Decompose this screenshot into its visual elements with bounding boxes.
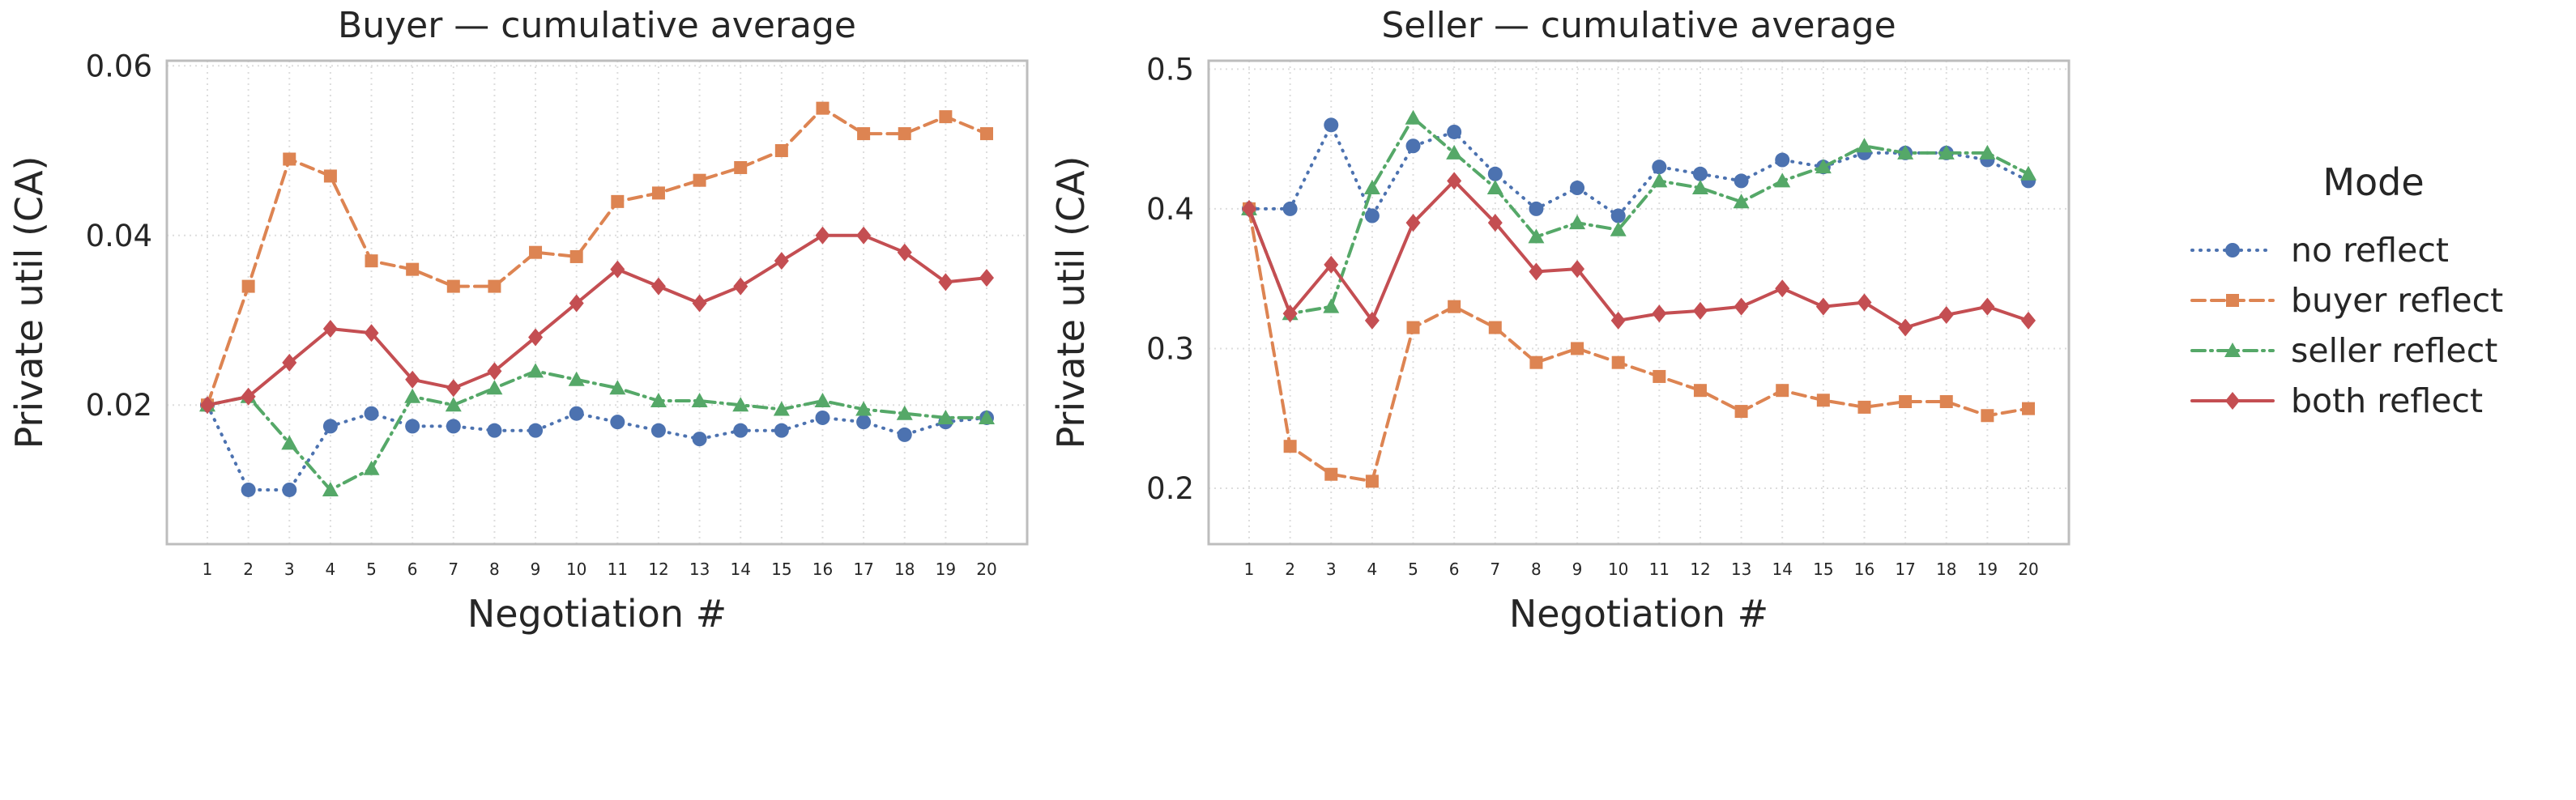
svg-text:13: 13 <box>1731 560 1751 579</box>
svg-text:3: 3 <box>1326 560 1337 579</box>
no-reflect-line-sample-icon <box>2190 243 2275 257</box>
svg-text:12: 12 <box>648 560 668 579</box>
svg-text:13: 13 <box>689 560 710 579</box>
svg-text:0.5: 0.5 <box>1146 52 1194 87</box>
svg-text:6: 6 <box>407 560 418 579</box>
svg-text:0.2: 0.2 <box>1146 471 1194 506</box>
svg-text:15: 15 <box>771 560 791 579</box>
svg-text:3: 3 <box>284 560 295 579</box>
svg-text:15: 15 <box>1813 560 1833 579</box>
svg-text:0.3: 0.3 <box>1146 331 1194 366</box>
legend-label-seller-reflect: seller reflect <box>2291 331 2498 370</box>
svg-text:9: 9 <box>531 560 541 579</box>
svg-text:0.04: 0.04 <box>86 219 152 253</box>
svg-text:0.02: 0.02 <box>86 388 152 423</box>
svg-text:7: 7 <box>1490 560 1500 579</box>
svg-text:11: 11 <box>1649 560 1670 579</box>
svg-text:7: 7 <box>448 560 458 579</box>
svg-text:11: 11 <box>608 560 628 579</box>
svg-text:18: 18 <box>1936 560 1956 579</box>
svg-text:10: 10 <box>1608 560 1628 579</box>
svg-text:5: 5 <box>366 560 377 579</box>
svg-text:19: 19 <box>936 560 956 579</box>
svg-text:Negotiation #: Negotiation # <box>1509 592 1768 636</box>
svg-text:14: 14 <box>1772 560 1792 579</box>
svg-text:20: 20 <box>2018 560 2038 579</box>
svg-text:4: 4 <box>1367 560 1378 579</box>
legend-label-buyer-reflect: buyer reflect <box>2291 281 2504 320</box>
svg-text:16: 16 <box>812 560 833 579</box>
svg-text:2: 2 <box>243 560 254 579</box>
svg-text:12: 12 <box>1690 560 1710 579</box>
svg-text:17: 17 <box>853 560 873 579</box>
svg-text:Seller — cumulative average: Seller — cumulative average <box>1381 5 1896 46</box>
legend-label-no-reflect: no reflect <box>2291 231 2449 270</box>
svg-text:16: 16 <box>1854 560 1874 579</box>
svg-text:4: 4 <box>326 560 336 579</box>
svg-text:Negotiation #: Negotiation # <box>467 592 727 636</box>
svg-text:Buyer — cumulative average: Buyer — cumulative average <box>338 5 856 46</box>
legend: Mode no reflect buyer reflect seller ref… <box>2187 160 2560 426</box>
svg-text:5: 5 <box>1408 560 1418 579</box>
legend-item-buyer-reflect: buyer reflect <box>2187 275 2560 326</box>
svg-text:1: 1 <box>1244 560 1255 579</box>
seller-reflect-line-sample-icon <box>2190 343 2275 357</box>
svg-text:14: 14 <box>730 560 750 579</box>
svg-text:9: 9 <box>1572 560 1583 579</box>
svg-text:18: 18 <box>894 560 915 579</box>
legend-title: Mode <box>2322 160 2425 204</box>
svg-text:17: 17 <box>1895 560 1915 579</box>
svg-text:10: 10 <box>566 560 586 579</box>
svg-text:Private util (CA): Private util (CA) <box>7 156 51 449</box>
svg-text:0.4: 0.4 <box>1146 192 1194 227</box>
svg-text:2: 2 <box>1285 560 1295 579</box>
svg-text:19: 19 <box>1977 560 1998 579</box>
legend-item-no-reflect: no reflect <box>2187 225 2560 275</box>
svg-text:6: 6 <box>1449 560 1460 579</box>
svg-text:Private util (CA): Private util (CA) <box>1049 156 1093 449</box>
svg-text:8: 8 <box>489 560 500 579</box>
svg-text:8: 8 <box>1531 560 1542 579</box>
legend-item-seller-reflect: seller reflect <box>2187 326 2560 376</box>
svg-text:0.06: 0.06 <box>86 49 152 83</box>
legend-label-both-reflect: both reflect <box>2291 381 2484 420</box>
svg-text:1: 1 <box>203 560 213 579</box>
buyer-reflect-line-sample-icon <box>2190 294 2275 307</box>
svg-text:20: 20 <box>976 560 996 579</box>
legend-item-both-reflect: both reflect <box>2187 376 2560 426</box>
both-reflect-line-sample-icon <box>2190 392 2275 410</box>
seller-cumulative-chart: Seller — cumulative average 0.2 0.3 0.4 0.5 1… <box>1049 5 2071 636</box>
